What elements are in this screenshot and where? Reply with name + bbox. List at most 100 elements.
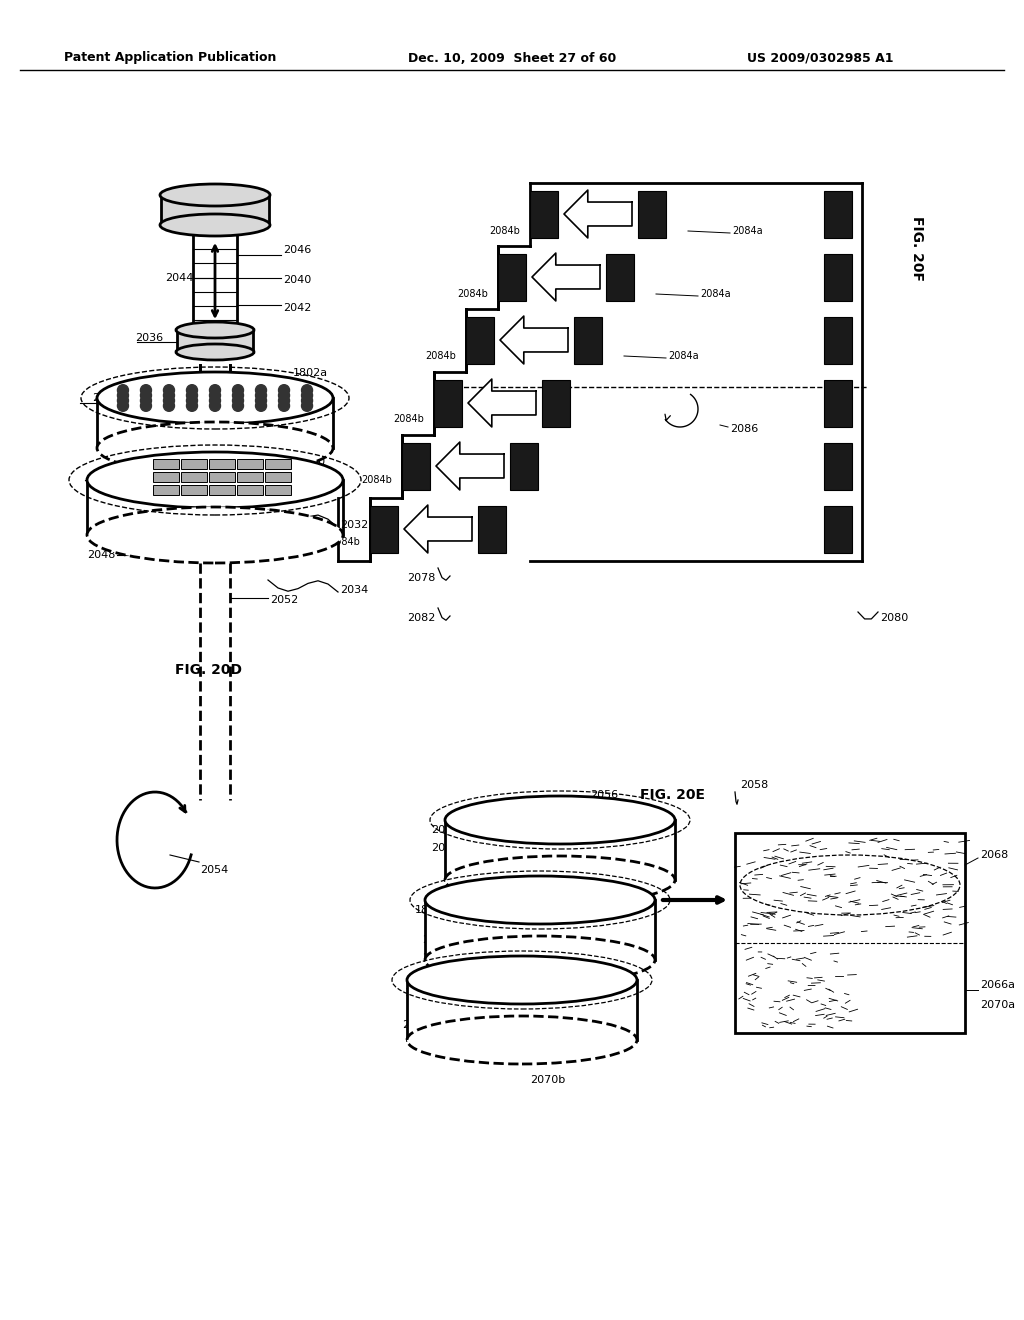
Text: 2070b: 2070b: [530, 1074, 565, 1085]
Text: 2084a: 2084a: [700, 289, 731, 300]
Text: 1802b: 1802b: [415, 906, 450, 915]
Bar: [177, 330, 253, 352]
Circle shape: [118, 389, 128, 401]
Circle shape: [164, 389, 174, 401]
Polygon shape: [532, 253, 600, 301]
Circle shape: [301, 400, 312, 412]
Bar: [265, 484, 291, 495]
Bar: [498, 253, 526, 301]
Circle shape: [164, 384, 174, 396]
Bar: [407, 979, 637, 1040]
Circle shape: [256, 400, 266, 412]
Polygon shape: [436, 442, 504, 490]
Text: 2076: 2076: [600, 808, 629, 818]
Polygon shape: [468, 379, 536, 426]
Circle shape: [301, 384, 312, 396]
Text: 2040: 2040: [283, 275, 311, 285]
Ellipse shape: [160, 214, 270, 236]
Circle shape: [186, 389, 198, 401]
Bar: [445, 820, 675, 880]
Circle shape: [118, 400, 128, 412]
Bar: [265, 459, 291, 469]
Ellipse shape: [97, 372, 333, 424]
Text: 2066b: 2066b: [490, 1053, 525, 1063]
Circle shape: [210, 384, 220, 396]
Bar: [735, 833, 965, 1034]
Bar: [153, 471, 179, 482]
Circle shape: [164, 395, 174, 407]
Bar: [370, 506, 398, 553]
Ellipse shape: [87, 507, 343, 564]
Text: US 2009/0302985 A1: US 2009/0302985 A1: [746, 51, 893, 65]
Ellipse shape: [87, 451, 343, 508]
Text: Patent Application Publication: Patent Application Publication: [63, 51, 276, 65]
Text: 2068: 2068: [980, 850, 1009, 861]
Text: 2084b: 2084b: [457, 289, 488, 300]
Text: 2070a: 2070a: [980, 1001, 1015, 1010]
Bar: [466, 317, 494, 364]
Circle shape: [279, 400, 290, 412]
Text: 2084b: 2084b: [489, 226, 520, 236]
Bar: [153, 459, 179, 469]
Bar: [209, 484, 234, 495]
Bar: [87, 480, 343, 535]
Text: FIG. 20E: FIG. 20E: [640, 788, 705, 803]
Text: 2052: 2052: [270, 595, 298, 605]
Circle shape: [279, 395, 290, 407]
Bar: [434, 380, 462, 426]
Circle shape: [118, 384, 128, 396]
Bar: [181, 459, 207, 469]
Ellipse shape: [425, 936, 655, 983]
Text: 2084a: 2084a: [668, 351, 698, 360]
Ellipse shape: [176, 322, 254, 338]
Text: 2080: 2080: [880, 612, 908, 623]
Polygon shape: [500, 315, 568, 364]
Bar: [824, 444, 852, 490]
Text: 2054: 2054: [200, 865, 228, 875]
Circle shape: [164, 400, 174, 412]
Bar: [181, 471, 207, 482]
Ellipse shape: [407, 1016, 637, 1064]
Bar: [209, 471, 234, 482]
Circle shape: [140, 384, 152, 396]
Text: 2046: 2046: [283, 246, 311, 255]
Bar: [824, 380, 852, 426]
Ellipse shape: [407, 956, 637, 1005]
Ellipse shape: [176, 345, 254, 360]
Bar: [209, 459, 234, 469]
Circle shape: [279, 384, 290, 396]
Text: 2060: 2060: [401, 1020, 430, 1030]
Ellipse shape: [160, 183, 270, 206]
Circle shape: [210, 400, 220, 412]
Text: 2030: 2030: [87, 475, 115, 484]
Text: 2084b: 2084b: [361, 475, 392, 484]
Text: 1802a: 1802a: [293, 368, 328, 378]
Text: 2044: 2044: [165, 273, 193, 282]
Text: 2084b: 2084b: [329, 537, 360, 546]
Text: FIG. 20F: FIG. 20F: [910, 215, 924, 281]
Ellipse shape: [445, 796, 675, 843]
Circle shape: [232, 395, 244, 407]
Circle shape: [301, 389, 312, 401]
Circle shape: [301, 395, 312, 407]
Circle shape: [140, 389, 152, 401]
Text: 2078: 2078: [408, 573, 436, 583]
Circle shape: [186, 400, 198, 412]
Text: 2084b: 2084b: [425, 351, 456, 360]
Circle shape: [232, 400, 244, 412]
Bar: [530, 191, 558, 238]
Bar: [510, 444, 538, 490]
Circle shape: [256, 384, 266, 396]
Circle shape: [210, 389, 220, 401]
Bar: [824, 317, 852, 364]
Text: 1802b: 1802b: [297, 484, 332, 495]
Circle shape: [186, 395, 198, 407]
Bar: [824, 253, 852, 301]
Ellipse shape: [445, 855, 675, 904]
Circle shape: [186, 384, 198, 396]
Text: 2086: 2086: [730, 424, 758, 434]
Text: 2084a: 2084a: [732, 226, 763, 236]
Text: 2034: 2034: [340, 585, 369, 595]
Text: Dec. 10, 2009  Sheet 27 of 60: Dec. 10, 2009 Sheet 27 of 60: [408, 51, 616, 65]
Text: 2066a: 2066a: [980, 979, 1015, 990]
